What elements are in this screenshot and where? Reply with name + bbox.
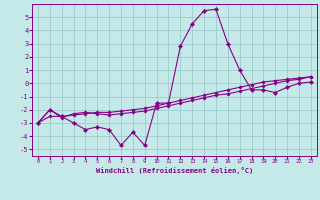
X-axis label: Windchill (Refroidissement éolien,°C): Windchill (Refroidissement éolien,°C) [96,167,253,174]
